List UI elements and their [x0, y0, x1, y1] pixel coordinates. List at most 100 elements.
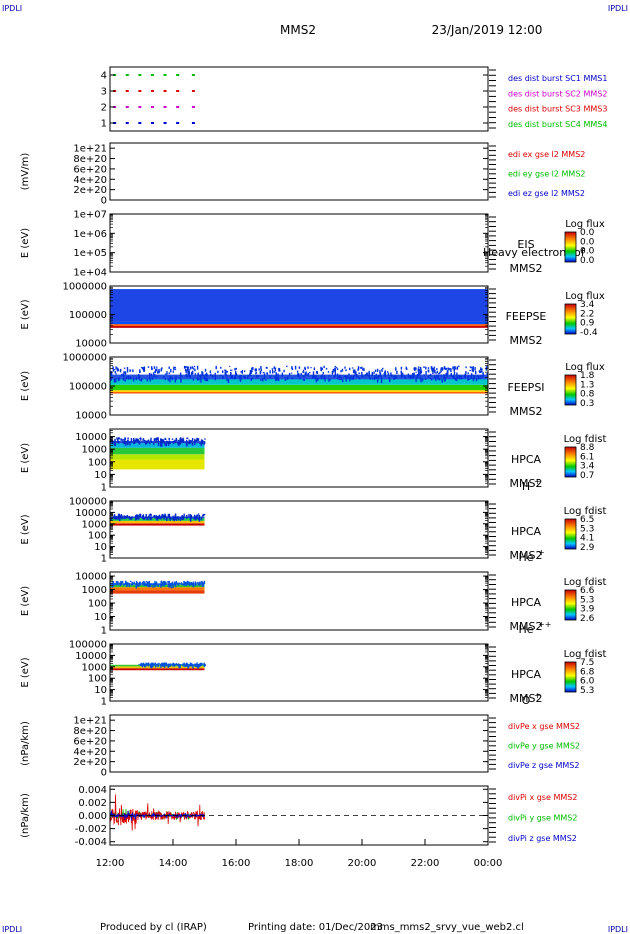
- burst-marker: [176, 122, 180, 124]
- burst-marker: [138, 122, 142, 124]
- spectrogram-pixel: [188, 664, 190, 668]
- spectrogram-pixel: [194, 517, 197, 521]
- spectrogram-pixel: [452, 366, 454, 370]
- burst-marker: [191, 74, 195, 76]
- burst-marker: [176, 90, 180, 92]
- spectrogram-pixel: [142, 438, 145, 440]
- y-tick-label: 1e+21: [73, 716, 107, 727]
- spectrogram-pixel: [166, 517, 168, 521]
- spectrogram-pixel: [155, 581, 158, 584]
- y-tick-label: 100: [88, 531, 107, 542]
- spectrogram-pixel: [166, 371, 168, 375]
- burst-marker: [191, 90, 195, 92]
- spectrogram-pixel: [113, 379, 115, 383]
- spectrogram-pixel: [354, 369, 356, 374]
- colorbar-tick-label: 1.8: [580, 371, 595, 381]
- spectrogram-pixel: [235, 371, 237, 375]
- colorbar-title: Log fdist: [564, 649, 607, 660]
- spectrogram-pixel: [309, 371, 311, 373]
- burst-marker: [176, 106, 180, 108]
- spectrogram-pixel: [170, 368, 172, 373]
- spectrogram-band: [110, 668, 205, 671]
- spectrogram-pixel: [259, 370, 262, 375]
- spectrogram-pixel: [275, 372, 277, 377]
- spectrogram-pixel: [181, 438, 183, 443]
- instrument-label: HPCA: [511, 525, 542, 538]
- spectrogram-pixel: [179, 517, 182, 522]
- spectrogram-pixel: [146, 517, 149, 521]
- spectrogram-pixel: [302, 378, 305, 381]
- spectrogram-pixel: [150, 664, 152, 667]
- spectrogram-pixel: [472, 368, 474, 373]
- spectrogram-pixel: [167, 581, 169, 583]
- spectrogram-pixel: [175, 439, 178, 442]
- spectrogram-pixel: [334, 369, 336, 374]
- burst-marker: [176, 74, 180, 76]
- spectrogram-pixel: [110, 372, 112, 375]
- spectrogram-pixel: [194, 438, 196, 443]
- spectrogram-speckle-hpca_he-3: [110, 513, 206, 522]
- instrument-label: FEEPSI: [507, 381, 544, 394]
- right-edge-ticks: [489, 145, 496, 198]
- spectrogram-band: [110, 441, 205, 444]
- spectrogram-pixel: [386, 371, 389, 373]
- spectrogram-pixel: [164, 373, 167, 375]
- spectrogram-pixel: [157, 442, 160, 446]
- colorbar-tick-label: 0.0: [580, 256, 595, 266]
- spectrogram-pixel: [198, 514, 201, 518]
- legend-item: edi ey gse l2 MMS2: [508, 170, 586, 179]
- corner-label-bottom-left: IPDLI: [2, 925, 22, 934]
- spectrogram-pixel: [192, 664, 194, 669]
- spectrogram-pixel: [191, 366, 193, 369]
- spectrogram-pixel: [335, 367, 338, 369]
- colorbar-tick-label: 0.0: [580, 228, 595, 238]
- spectrogram-pixel: [160, 584, 162, 588]
- panel-feepse: 10000 100000 1000000 E (eV) FEEPSE MMS2 Log fl…: [20, 282, 605, 350]
- spectrogram-pixel: [198, 517, 200, 521]
- spectrogram-pixel: [320, 366, 322, 371]
- spectrogram-pixel: [220, 366, 222, 369]
- spectrogram-pixel: [133, 438, 135, 442]
- spectrogram-pixel: [188, 369, 190, 373]
- spectrogram-pixel: [374, 369, 377, 372]
- spectrogram-pixel: [413, 367, 416, 371]
- spectrogram-pixel: [123, 371, 125, 373]
- burst-marker: [125, 106, 129, 108]
- spectrogram-pixel: [475, 370, 477, 374]
- spectrogram-pixel: [194, 581, 197, 584]
- spectrogram-pixel: [196, 582, 199, 584]
- x-tick-label: 12:00: [96, 858, 125, 869]
- burst-marker: [138, 90, 142, 92]
- spectrogram-pixel: [324, 377, 326, 382]
- spectrogram-pixel: [357, 368, 359, 370]
- spectrogram-pixel: [201, 582, 203, 584]
- y-tick-label: 1: [101, 697, 107, 708]
- spectrogram-pixel: [117, 513, 120, 517]
- spectrogram-pixel: [431, 367, 433, 372]
- spectrogram-pixel: [383, 373, 385, 375]
- spectrogram-band: [110, 447, 205, 455]
- right-edge-ticks: [489, 503, 496, 556]
- legend-item: des dist burst SC1 MMS1: [508, 74, 607, 83]
- spectrogram-pixel: [188, 513, 190, 518]
- spectrogram-pixel: [117, 581, 119, 584]
- spectrogram-pixel: [260, 368, 262, 372]
- spectrogram-pixel: [265, 379, 267, 381]
- spectrogram-pixel: [384, 370, 386, 374]
- spectrogram-pixel: [334, 373, 337, 376]
- spectrogram-pixel: [196, 437, 198, 442]
- colorbar-title: Log fdist: [564, 577, 607, 588]
- right-edge-ticks: [489, 288, 496, 341]
- panels: 1 2 3 4 des dist burst SC1 MMS1 des dist burs…: [20, 66, 607, 848]
- spectrogram-pixel: [316, 371, 319, 374]
- spectrogram-pixel: [190, 581, 192, 585]
- spectrogram-pixel: [175, 581, 178, 584]
- spectrogram-pixel: [142, 514, 145, 518]
- spectrogram-pixel: [189, 517, 192, 521]
- species-label: He: [518, 551, 533, 564]
- spectrogram-pixel: [203, 514, 206, 516]
- spectrogram-pixel: [263, 372, 265, 373]
- footer-produced-by: Produced by cl (IRAP): [100, 922, 207, 933]
